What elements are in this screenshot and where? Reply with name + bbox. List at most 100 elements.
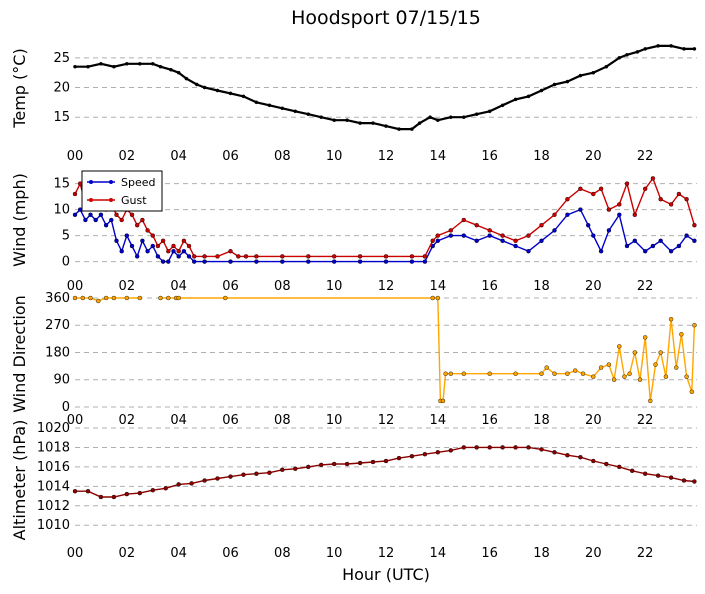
data-point <box>422 452 428 457</box>
data-point <box>243 254 249 259</box>
data-point <box>655 473 661 478</box>
data-point <box>435 233 440 238</box>
data-point <box>448 448 453 453</box>
panel-1: 0 5 10 15 00 02 04 06 08 10 12 14 16 18 20 22 Wind (mph)… <box>10 170 697 294</box>
data-point <box>383 254 389 259</box>
data-point <box>397 127 401 131</box>
data-point <box>487 109 492 114</box>
data-point <box>319 115 324 119</box>
data-point <box>228 248 233 254</box>
data-point <box>513 243 518 249</box>
x-tick-label: 20 <box>585 279 602 294</box>
data-point <box>679 332 684 337</box>
data-point <box>487 228 492 233</box>
data-point <box>617 464 622 470</box>
data-point <box>591 458 596 464</box>
data-point <box>332 461 337 467</box>
data-point <box>176 70 181 75</box>
x-tick-label: 04 <box>170 413 187 428</box>
data-point <box>643 186 648 192</box>
data-point <box>254 259 259 264</box>
data-point <box>448 115 453 119</box>
y-tick-label: 1010 <box>37 518 70 533</box>
data-point <box>637 377 643 382</box>
x-tick-label: 18 <box>533 279 550 294</box>
data-point <box>145 228 150 233</box>
data-point <box>114 238 119 244</box>
data-point <box>169 67 173 72</box>
data-point <box>500 445 505 450</box>
data-point <box>539 447 544 452</box>
data-point <box>137 490 143 496</box>
legend-marker <box>109 180 113 184</box>
data-point <box>565 196 570 202</box>
data-point <box>134 254 140 259</box>
x-tick-label: 16 <box>481 546 498 561</box>
data-point <box>487 233 492 238</box>
data-point <box>191 254 197 259</box>
data-point <box>85 489 91 494</box>
data-point <box>166 248 171 254</box>
data-point <box>461 115 466 119</box>
x-tick-label: 02 <box>119 149 136 164</box>
y-axis-label: Altimeter (hPa) <box>10 420 29 541</box>
x-tick-label: 12 <box>378 413 395 428</box>
data-point <box>202 85 207 90</box>
data-point <box>181 238 187 244</box>
data-point <box>186 254 192 259</box>
x-tick-label: 04 <box>170 149 187 164</box>
data-point <box>632 238 637 244</box>
x-tick-label: 08 <box>274 413 291 428</box>
y-axis-label: Temp (°C) <box>10 48 29 128</box>
data-point <box>565 453 570 458</box>
legend-marker <box>89 198 93 202</box>
data-point <box>598 365 604 370</box>
data-point <box>625 53 629 57</box>
x-tick-label: 22 <box>637 546 654 561</box>
data-point <box>409 254 415 259</box>
data-point <box>370 459 376 465</box>
data-point <box>578 73 583 78</box>
data-point <box>358 121 362 125</box>
data-point <box>684 196 689 202</box>
data-point <box>669 44 673 48</box>
data-point <box>650 176 656 181</box>
data-point <box>215 88 220 93</box>
data-point <box>228 91 233 96</box>
y-tick-label: 180 <box>45 345 70 360</box>
data-point <box>158 64 163 69</box>
y-tick-label: 0 <box>62 400 70 415</box>
data-point <box>119 248 124 254</box>
data-point <box>124 295 130 301</box>
x-tick-label: 16 <box>481 149 498 164</box>
data-point <box>98 212 104 218</box>
data-point <box>111 295 117 301</box>
x-tick-label: 18 <box>533 149 550 164</box>
data-point <box>565 79 570 84</box>
x-tick-label: 00 <box>67 546 84 561</box>
data-point <box>306 259 311 264</box>
data-point <box>150 488 156 493</box>
data-point <box>474 222 479 228</box>
data-point <box>656 44 660 48</box>
legend-marker <box>109 198 113 202</box>
data-point <box>526 445 531 450</box>
data-point <box>417 121 422 125</box>
x-tick-label: 18 <box>533 546 550 561</box>
data-point <box>578 207 583 212</box>
data-point <box>565 212 570 218</box>
data-point <box>500 103 505 108</box>
x-tick-label: 10 <box>326 546 343 561</box>
data-point <box>668 475 674 480</box>
data-point <box>668 317 674 322</box>
x-tick-label: 14 <box>430 546 447 561</box>
data-point <box>171 248 176 254</box>
data-point <box>140 217 145 223</box>
data-point <box>254 471 259 476</box>
data-point <box>158 295 163 301</box>
data-point <box>676 243 682 249</box>
x-tick-label: 04 <box>170 279 187 294</box>
data-point <box>155 243 161 249</box>
